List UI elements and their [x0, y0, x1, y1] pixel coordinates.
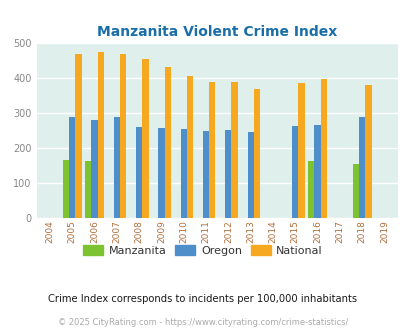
Bar — [352, 164, 358, 218]
Bar — [69, 117, 75, 218]
Bar — [209, 82, 215, 218]
Bar — [253, 89, 259, 218]
Bar — [364, 84, 371, 218]
Bar — [320, 79, 326, 218]
Bar — [307, 161, 314, 218]
Bar — [85, 161, 91, 218]
Bar — [180, 129, 186, 218]
Bar — [298, 83, 304, 218]
Bar — [63, 160, 69, 218]
Bar — [292, 126, 298, 218]
Bar — [202, 131, 209, 218]
Text: © 2025 CityRating.com - https://www.cityrating.com/crime-statistics/: © 2025 CityRating.com - https://www.city… — [58, 318, 347, 327]
Bar — [136, 127, 142, 218]
Bar — [98, 52, 104, 218]
Bar — [113, 117, 119, 218]
Bar — [358, 117, 364, 218]
Bar — [119, 54, 126, 218]
Bar — [75, 54, 81, 218]
Text: Crime Index corresponds to incidents per 100,000 inhabitants: Crime Index corresponds to incidents per… — [48, 294, 357, 304]
Bar — [158, 128, 164, 218]
Bar — [231, 82, 237, 218]
Title: Manzanita Violent Crime Index: Manzanita Violent Crime Index — [97, 25, 337, 39]
Bar — [314, 125, 320, 218]
Bar — [247, 132, 253, 218]
Bar — [164, 67, 171, 218]
Legend: Manzanita, Oregon, National: Manzanita, Oregon, National — [79, 241, 326, 260]
Bar — [186, 76, 193, 218]
Bar — [142, 59, 148, 218]
Bar — [91, 120, 98, 218]
Bar — [225, 130, 231, 218]
